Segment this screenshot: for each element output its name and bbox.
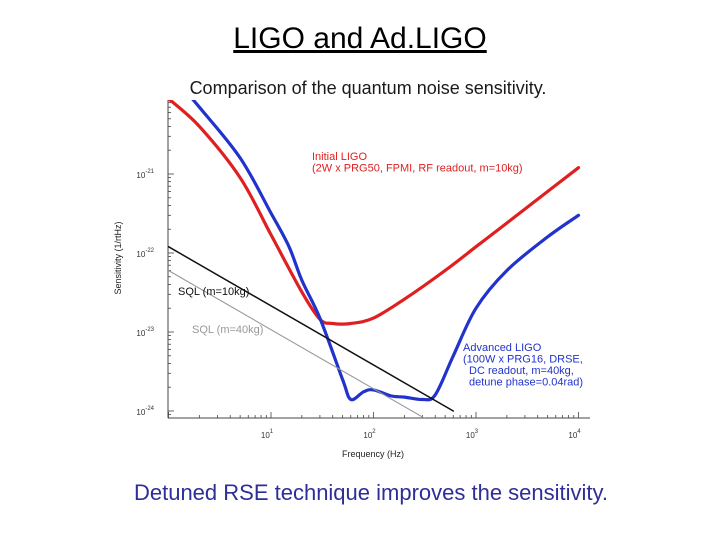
series-line-sql-40 <box>168 269 426 418</box>
y-tick-label: 10-23 <box>136 327 154 338</box>
y-axis-title: Sensitivity (1/rtHz) <box>113 221 123 294</box>
series-label-advanced-ligo: Advanced LIGO <box>463 342 542 354</box>
slide-subtitle: Comparison of the quantum noise sensitiv… <box>189 78 547 98</box>
series-line-advanced-ligo <box>191 100 581 402</box>
x-tick-label: 101 <box>261 429 274 440</box>
x-tick-label: 103 <box>466 429 479 440</box>
series-label-initial-ligo: Initial LIGO <box>312 151 367 163</box>
series-label-initial-ligo: (2W x PRG50, FPMI, RF readout, m=10kg) <box>312 163 523 175</box>
x-tick-label: 102 <box>363 429 376 440</box>
y-tick-label: 10-21 <box>136 169 154 180</box>
y-tick-label: 10-22 <box>136 248 154 259</box>
x-axis-title: Frequency (Hz) <box>342 449 404 459</box>
series-label-sql-40: SQL (m=40kg) <box>192 324 263 336</box>
series-line-sql-10 <box>168 245 455 412</box>
series-line-initial-ligo <box>168 100 581 326</box>
slide-footer: Detuned RSE technique improves the sensi… <box>133 480 609 505</box>
x-tick-label: 104 <box>568 429 581 440</box>
slide-title: LIGO and Ad.LIGO <box>233 22 487 55</box>
series-label-advanced-ligo: DC readout, m=40kg, <box>469 365 574 377</box>
series-label-advanced-ligo: (100W x PRG16, DRSE, <box>463 354 583 366</box>
series-label-advanced-ligo: detune phase=0.04rad) <box>469 377 583 389</box>
y-tick-label: 10-24 <box>136 406 154 417</box>
series-label-sql-10: SQL (m=10kg) <box>178 286 249 298</box>
